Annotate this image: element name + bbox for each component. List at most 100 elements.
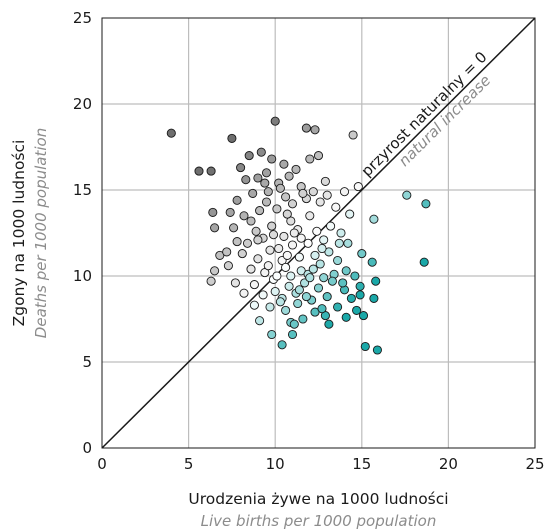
data-point-7 [348,130,358,140]
data-point-61 [222,247,232,257]
data-point-26 [248,188,258,198]
data-point-18 [260,178,270,188]
data-point-123 [261,168,272,178]
data-point-131 [282,250,292,260]
data-point-130 [317,243,327,254]
data-point-80 [341,266,351,276]
data-point-52 [232,237,242,247]
y-axis-label: Zgony na 1000 ludności [10,140,28,327]
data-point-148 [308,264,318,274]
data-point-151 [282,209,292,219]
data-point-33 [225,207,235,217]
data-point-107 [333,302,343,312]
data-point-78 [315,259,325,269]
data-point-47 [279,231,289,241]
data-point-137 [270,286,280,297]
data-point-17 [253,173,263,183]
y-tick-label-4: 20 [73,95,92,113]
data-point-9 [256,147,266,157]
data-point-28 [281,192,291,202]
data-point-119 [372,345,382,355]
data-point-121 [421,199,431,209]
data-point-57 [303,238,313,248]
data-point-69 [333,255,343,266]
data-point-42 [369,214,379,224]
data-point-120 [402,190,412,200]
data-point-145 [253,235,263,245]
data-point-136 [294,285,304,295]
data-point-14 [313,151,324,161]
y-tick-label-1: 5 [82,353,92,371]
data-point-82 [206,276,216,286]
data-point-39 [305,211,315,221]
x-tick-label-5: 25 [525,455,544,473]
data-point-92 [371,276,381,286]
data-point-124 [275,183,285,193]
data-point-12 [291,164,301,174]
data-point-127 [246,216,256,226]
grid-lines [102,18,535,448]
data-point-89 [327,276,337,286]
data-point-46 [267,221,277,231]
data-point-98 [322,292,332,302]
x-axis-label: Urodzenia żywe na 1000 ludności [188,490,448,508]
data-point-81 [350,271,360,281]
data-point-126 [320,176,330,186]
data-point-64 [265,245,275,255]
diagonal-labels: przyrost naturalny = 0 natural increase [358,48,495,180]
data-point-84 [249,280,259,290]
data-point-111 [298,314,308,324]
data-point-100 [355,290,365,300]
data-point-122 [419,257,429,267]
data-point-59 [343,238,353,248]
data-point-37 [272,204,282,214]
data-point-16 [241,175,251,185]
data-point-49 [312,226,322,236]
data-point-45 [251,226,261,236]
y-tick-labels: 0 5 10 15 20 25 [73,9,92,457]
data-point-34 [208,207,218,217]
y-axis-label-alt: Deaths per 1000 population [32,128,50,338]
y-tick-label-5: 25 [73,9,92,27]
x-tick-label-4: 20 [439,455,458,473]
data-point-93 [239,288,249,298]
data-point-146 [296,233,306,243]
data-point-138 [319,273,329,283]
data-point-56 [287,240,298,250]
data-point-113 [341,312,351,322]
data-point-141 [275,297,285,307]
data-point-22 [308,187,318,197]
data-point-15 [236,163,246,173]
data-point-118 [360,341,370,352]
data-point-3 [227,133,237,143]
data-point-32 [232,195,242,205]
data-point-50 [326,221,336,231]
data-point-143 [324,319,334,329]
data-point-144 [289,319,299,329]
data-point-62 [237,249,247,259]
data-point-25 [353,182,363,192]
data-point-36 [255,206,265,216]
data-point-31 [315,197,325,207]
plot-frame [101,17,536,449]
data-point-102 [249,300,259,310]
data-point-76 [281,262,291,272]
data-point-71 [367,257,377,267]
data-point-139 [338,278,348,288]
data-point-40 [331,202,341,212]
data-point-58 [319,235,329,245]
data-point-103 [265,302,275,312]
data-point-10 [267,154,277,164]
data-point-23 [322,190,332,200]
data-point-117 [287,329,298,340]
data-point-99 [346,293,356,303]
data-point-147 [286,271,296,281]
data-point-115 [267,329,277,340]
data-point-129 [289,228,299,238]
data-point-83 [230,278,240,288]
x-axis-label-alt: Live births per 1000 population [201,512,437,530]
data-point-125 [298,188,308,198]
data-point-66 [294,252,304,262]
data-point-6 [310,125,320,135]
data-point-72 [210,266,220,276]
